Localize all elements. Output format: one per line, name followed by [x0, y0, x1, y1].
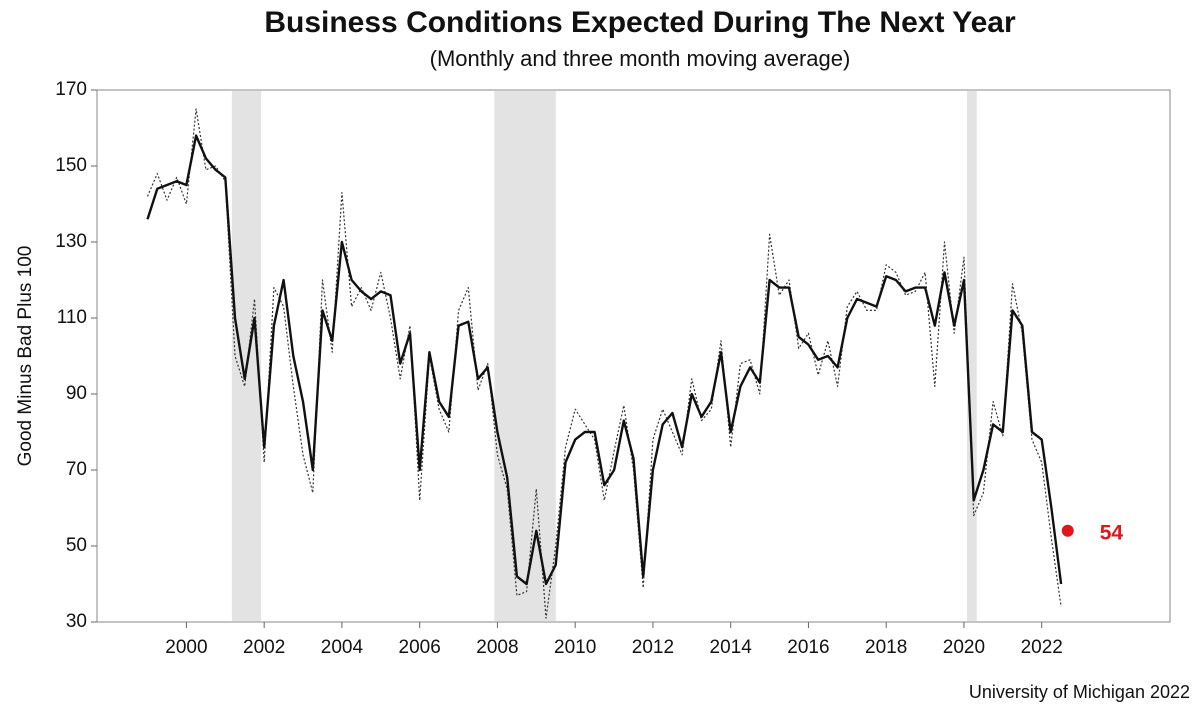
- y-tick-label: 130: [55, 231, 87, 252]
- y-tick-label: 150: [55, 155, 87, 176]
- annotation-label: 54: [1100, 521, 1124, 544]
- x-tick-label: 2020: [943, 637, 985, 658]
- annotation-point: [1061, 524, 1074, 537]
- recession-band: [494, 91, 556, 621]
- moving-average-line: [146, 134, 1063, 586]
- x-tick-label: 2000: [165, 637, 207, 658]
- y-axis-label: Good Minus Bad Plus 100: [15, 246, 36, 467]
- x-tick-label: 2002: [243, 637, 285, 658]
- x-tick-label: 2008: [476, 637, 518, 658]
- x-tick-label: 2010: [554, 637, 596, 658]
- x-tick-label: 2006: [399, 637, 441, 658]
- x-tick-label: 2012: [632, 637, 674, 658]
- x-tick-label: 2018: [865, 637, 907, 658]
- y-tick-label: 50: [66, 535, 87, 556]
- x-tick-label: 2004: [321, 637, 364, 658]
- recession-band: [967, 91, 977, 621]
- y-tick-label: 90: [66, 383, 87, 404]
- monthly-line: [146, 108, 1062, 619]
- y-tick-label: 170: [55, 79, 87, 100]
- y-tick-label: 70: [66, 459, 87, 480]
- x-tick-label: 2016: [787, 637, 829, 658]
- chart-title: Business Conditions Expected During The …: [264, 6, 1016, 39]
- chart-subtitle: (Monthly and three month moving average): [430, 46, 851, 71]
- y-tick-label: 30: [66, 611, 87, 632]
- plot-area: [96, 89, 1171, 623]
- source: University of Michigan 2022: [969, 682, 1190, 702]
- y-tick-label: 110: [57, 307, 87, 328]
- x-tick-label: 2022: [1021, 637, 1063, 658]
- x-tick-label: 2014: [710, 637, 753, 658]
